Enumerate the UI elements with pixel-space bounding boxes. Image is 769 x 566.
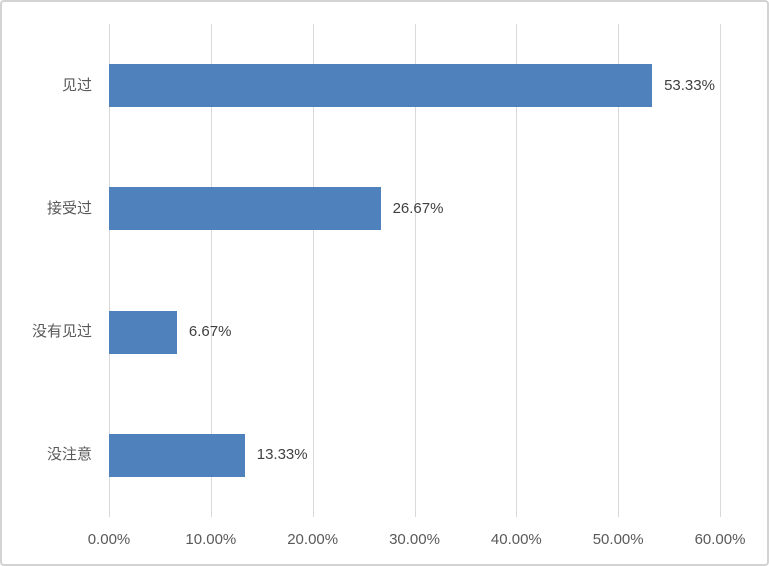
data-label-2: 6.67% (188, 323, 232, 341)
x-tick-label-5: 50.00% (592, 531, 644, 548)
data-label-0: 53.33% (664, 76, 715, 94)
x-tick-label-0: 0.00% (87, 531, 131, 548)
x-tick-label-3: 30.00% (389, 531, 440, 548)
category-label-0: 见过 (61, 76, 92, 94)
category-label-1: 接受过 (46, 199, 92, 217)
category-label-2: 没有见过 (31, 323, 92, 341)
vertical-gridline (516, 24, 518, 517)
category-label-3: 没注意 (46, 446, 92, 464)
x-tick-label-4: 40.00% (490, 531, 542, 548)
bar-0 (109, 64, 653, 108)
x-tick-label-2: 20.00% (287, 531, 339, 548)
data-label-1: 26.67% (392, 199, 444, 217)
bar-3 (109, 433, 245, 477)
bar-1 (109, 187, 381, 231)
x-tick-label-6: 60.00% (694, 531, 746, 548)
x-tick-label-1: 10.00% (185, 531, 237, 548)
bar-2 (109, 310, 177, 354)
vertical-gridline (720, 24, 721, 517)
vertical-gridline (109, 24, 110, 517)
data-label-3: 13.33% (256, 446, 308, 464)
vertical-gridline (210, 24, 212, 517)
vertical-gridline (312, 24, 314, 517)
vertical-gridline (414, 24, 416, 517)
vertical-gridline (618, 24, 620, 517)
